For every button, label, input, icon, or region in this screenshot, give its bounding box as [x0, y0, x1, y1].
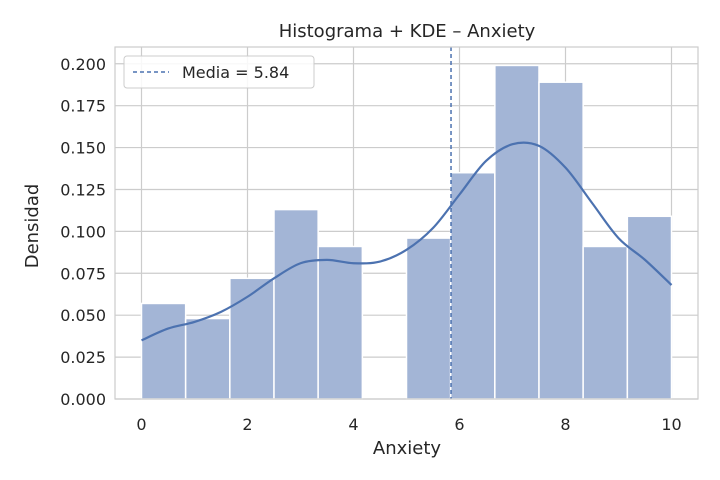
- x-tick-label: 0: [136, 415, 146, 434]
- histogram-bar: [317, 245, 364, 400]
- x-tick-label: 10: [661, 415, 681, 434]
- histogram-bar: [273, 208, 319, 400]
- histogram-bar: [229, 277, 275, 400]
- y-tick-label: 0.075: [60, 264, 106, 283]
- y-tick-label: 0.025: [60, 348, 106, 367]
- y-tick-label: 0.100: [60, 222, 106, 241]
- y-axis-label: Densidad: [22, 184, 43, 269]
- y-tick-label: 0.200: [60, 55, 106, 74]
- x-tick-label: 6: [454, 415, 464, 434]
- histogram-bar: [449, 171, 496, 400]
- histogram-bar: [494, 64, 540, 400]
- y-tick-label: 0.050: [60, 306, 106, 325]
- histogram-bar: [538, 81, 584, 400]
- histogram-bar: [405, 237, 452, 400]
- plot-frame: [114, 46, 699, 400]
- x-tick-label: 8: [560, 415, 570, 434]
- legend-box: [123, 55, 315, 89]
- chart-title: Histograma + KDE – Anxiety: [279, 21, 536, 42]
- y-tick-label: 0.175: [60, 97, 106, 116]
- y-tick-labels: 0.000 0.025 0.050 0.075 0.100 0.125 0.150 0.175…: [60, 55, 106, 409]
- bars-layer: [140, 64, 673, 400]
- y-tick-label: 0.150: [60, 139, 106, 158]
- histogram-bar: [140, 302, 187, 400]
- y-tick-label: 0.125: [60, 180, 106, 199]
- x-tick-labels: 0 2 4 6 8 10: [136, 415, 681, 434]
- histogram-bar: [626, 215, 673, 400]
- x-tick-label: 4: [348, 415, 358, 434]
- kde-layer: [141, 141, 673, 342]
- x-axis-label: Anxiety: [373, 438, 442, 459]
- histogram-bar: [184, 317, 231, 400]
- legend-mean-label: Media = 5.84: [182, 63, 289, 82]
- histogram-bar: [582, 245, 629, 400]
- x-tick-label: 2: [242, 415, 252, 434]
- y-tick-label: 0.000: [60, 390, 106, 409]
- kde-curve: [141, 141, 673, 342]
- legend: Media = 5.84: [123, 55, 315, 89]
